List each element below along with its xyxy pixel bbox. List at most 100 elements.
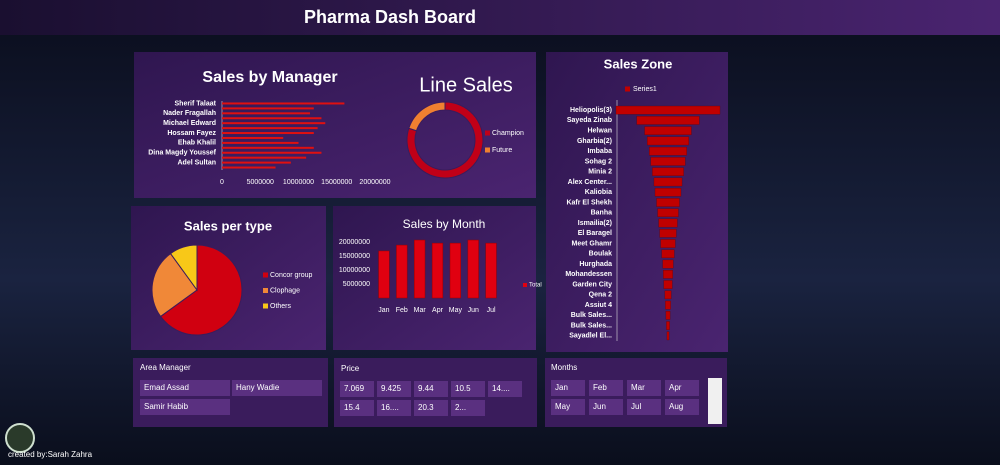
slicer-item[interactable]: Jan	[555, 383, 568, 392]
y-tick-label: Sherif Talaat	[175, 100, 217, 107]
slicer-button[interactable]	[377, 400, 411, 416]
slicer-button[interactable]	[232, 380, 322, 396]
slicer-button[interactable]	[551, 399, 585, 415]
y-tick-label: Meet Ghamr	[572, 240, 613, 247]
slicer-button[interactable]	[451, 381, 485, 397]
slicer-button[interactable]	[589, 399, 623, 415]
y-tick-label: Adel Sultan	[177, 159, 216, 166]
y-tick-label: Nader Fragallah	[163, 110, 216, 117]
slicer-item[interactable]: Emad Assad	[144, 383, 189, 392]
slicer-item[interactable]: 7.069	[344, 384, 365, 393]
slicer-item[interactable]: 9.425	[381, 384, 402, 393]
slicer-item[interactable]: 10.5	[455, 384, 471, 393]
panel	[546, 52, 728, 352]
slicer-item[interactable]: 2...	[455, 403, 466, 412]
chart-title: Sales by Month	[403, 217, 486, 231]
slicer-item[interactable]: 9.44	[418, 384, 434, 393]
slicer-item[interactable]: Mar	[631, 383, 645, 392]
slicer-button[interactable]	[665, 380, 699, 396]
legend-label: Others	[270, 303, 292, 310]
bar	[653, 177, 683, 187]
slicer-button[interactable]	[488, 381, 522, 397]
slicer-button[interactable]	[589, 380, 623, 396]
y-tick-label: Bulk Sales...	[571, 312, 612, 319]
slicer-button[interactable]	[414, 400, 448, 416]
donut-slice	[151, 252, 198, 318]
slicer-item[interactable]: Aug	[669, 402, 683, 411]
scrollbar[interactable]	[708, 378, 722, 424]
y-tick-label: Minia 2	[588, 169, 612, 176]
y-tick-label: Heliopolis(3)	[570, 107, 612, 114]
y-tick-label: Assiut 4	[585, 302, 612, 309]
slicer-item[interactable]: May	[555, 402, 570, 411]
slicer-item[interactable]: Samir Habib	[144, 402, 189, 411]
bar	[485, 242, 497, 299]
bar	[659, 229, 677, 238]
slicer-button[interactable]	[340, 400, 374, 416]
donut-slice	[408, 101, 446, 132]
y-tick-label: Ismailia(2)	[578, 220, 612, 227]
bar	[222, 151, 322, 154]
slicer-item[interactable]: 14....	[492, 384, 510, 393]
slicer-item[interactable]: Jul	[631, 402, 641, 411]
y-tick-label: Helwan	[587, 127, 612, 134]
y-tick-label: 5000000	[343, 281, 370, 288]
bar	[222, 156, 307, 159]
y-tick-label: Qena 2	[589, 292, 612, 299]
slicer-item[interactable]: Jun	[593, 402, 606, 411]
x-tick-label: 10000000	[283, 179, 314, 186]
y-tick-label: Michael Edward	[163, 120, 216, 127]
legend-swatch	[485, 147, 490, 153]
y-tick-label: Imbaba	[587, 148, 612, 155]
legend-label: Future	[492, 147, 512, 154]
bar	[222, 132, 314, 135]
legend-label: Series1	[633, 86, 657, 93]
slicer-button[interactable]	[451, 400, 485, 416]
bar	[222, 102, 345, 105]
slicer-button[interactable]	[665, 399, 699, 415]
legend-label: Total	[529, 283, 542, 289]
slicer-button[interactable]	[340, 381, 374, 397]
slicer-item[interactable]: Hany Wadie	[236, 383, 280, 392]
slicer-button[interactable]	[140, 380, 230, 396]
bar	[467, 239, 479, 299]
legend-swatch	[625, 86, 630, 92]
slicer-item[interactable]: Feb	[593, 383, 607, 392]
bar	[222, 136, 284, 139]
bar	[663, 280, 673, 289]
y-tick-label: Boulak	[589, 251, 612, 258]
y-tick-label: Kafr El Shekh	[566, 199, 612, 206]
bar	[449, 242, 461, 299]
bar	[222, 107, 314, 110]
slicer-button[interactable]	[414, 381, 448, 397]
page-title: Pharma Dash Board	[304, 7, 476, 27]
slicer-button[interactable]	[627, 380, 661, 396]
slicer-item[interactable]: 16....	[381, 403, 399, 412]
legend-label: Concor group	[270, 272, 313, 279]
bar	[396, 244, 408, 299]
x-tick-label: Jun	[468, 307, 479, 314]
bar	[647, 136, 689, 146]
y-tick-label: Ehab Khalil	[178, 140, 216, 147]
bar	[654, 187, 682, 197]
x-tick-label: Feb	[396, 307, 408, 314]
slicer-button[interactable]	[140, 399, 230, 415]
y-tick-label: Sayadlel El...	[569, 333, 612, 340]
slicer-item[interactable]: 15.4	[344, 403, 360, 412]
x-tick-label: 20000000	[359, 179, 390, 186]
slicer-button[interactable]	[377, 381, 411, 397]
slicer-button[interactable]	[627, 399, 661, 415]
legend-label: Clophage	[270, 287, 300, 294]
x-tick-label: 0	[220, 179, 224, 186]
bar	[650, 157, 686, 166]
bar	[431, 242, 444, 299]
chart-title: Line Sales	[419, 74, 512, 96]
slicer-button[interactable]	[551, 380, 585, 396]
x-tick-label: Jan	[378, 307, 389, 314]
slicer-item[interactable]: 20.3	[418, 403, 434, 412]
bar	[661, 249, 675, 259]
slicer-item[interactable]: Apr	[669, 383, 682, 392]
bar	[644, 126, 692, 135]
y-tick-label: Hossam Fayez	[167, 130, 216, 137]
